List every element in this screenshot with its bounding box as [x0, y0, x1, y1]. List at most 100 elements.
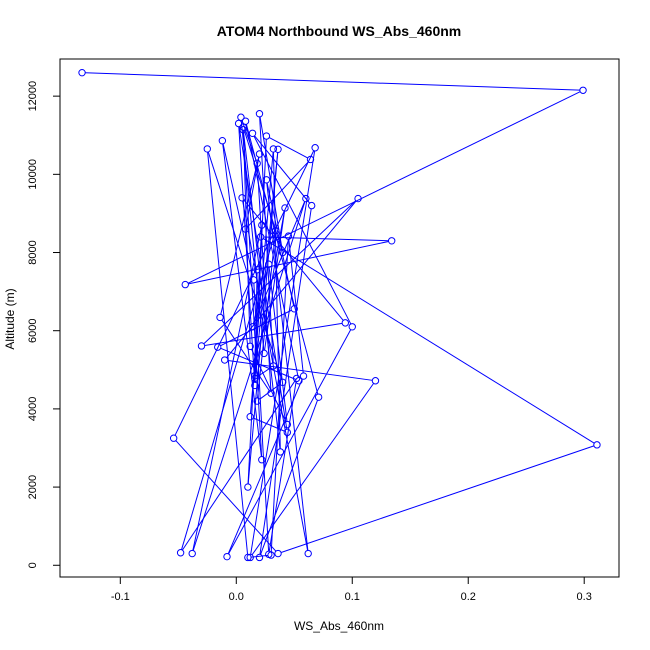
y-axis-label: Altitude (m) — [3, 288, 17, 349]
series-segment — [247, 152, 279, 484]
series-segment — [240, 120, 265, 351]
data-point — [295, 377, 303, 385]
data-point — [274, 549, 282, 558]
data-point — [246, 342, 254, 351]
series-segment — [85, 72, 580, 91]
data-point — [260, 349, 268, 358]
series-segment — [280, 445, 595, 553]
data-point — [371, 377, 380, 385]
series-segment — [269, 137, 308, 159]
series-segment — [181, 380, 296, 551]
data-point — [181, 280, 189, 289]
data-point — [251, 381, 259, 390]
series-segment — [263, 236, 389, 242]
data-point — [278, 378, 287, 387]
data-point — [253, 266, 261, 274]
data-point — [341, 319, 349, 327]
data-point — [248, 129, 257, 137]
data-point — [262, 132, 271, 140]
data-point — [269, 145, 278, 153]
x-axis: -0.1 0.0 0.1 0.2 0.3 — [111, 576, 592, 603]
series-segment — [268, 381, 297, 552]
data-point — [593, 441, 601, 449]
data-point — [214, 343, 222, 351]
data-point — [248, 323, 257, 331]
series-segment — [228, 329, 352, 555]
series-segment — [192, 201, 306, 551]
series-segment — [207, 151, 283, 380]
data-point — [256, 233, 265, 241]
data-point — [251, 371, 259, 380]
series-segment — [254, 135, 311, 204]
series-segment — [188, 240, 389, 285]
data-point — [255, 150, 264, 158]
series-segment — [270, 239, 289, 552]
series-segment — [259, 116, 274, 363]
series-segment — [242, 200, 309, 551]
data-point — [283, 428, 292, 437]
data-point — [314, 393, 323, 401]
data-point — [302, 194, 310, 203]
data-point — [244, 483, 252, 491]
x-axis-label: WS_Abs_460nm — [294, 619, 384, 633]
series-segment — [207, 152, 249, 555]
y-tick-label: 10000 — [27, 159, 39, 190]
data-point — [197, 342, 206, 350]
data-point — [188, 549, 196, 558]
chart-title: ATOM4 Northbound WS_Abs_460nm — [217, 23, 462, 39]
data-point — [307, 201, 316, 210]
data-point — [218, 137, 227, 145]
series-segment — [242, 132, 263, 457]
series-segment — [238, 126, 256, 383]
data-point — [278, 248, 287, 257]
data-point — [238, 194, 246, 202]
x-tick-label: 0.1 — [345, 591, 360, 603]
series-segment — [242, 130, 251, 344]
series-segment — [254, 272, 258, 376]
data-point — [244, 553, 252, 562]
x-tick-label: 0.3 — [577, 591, 592, 603]
data-point — [269, 362, 278, 370]
series-segment — [187, 91, 581, 284]
data-point — [255, 553, 264, 562]
series-segment — [252, 417, 285, 432]
y-axis: 0 2000 4000 6000 8000 10000 12000 — [27, 81, 61, 568]
series-segment — [222, 143, 254, 277]
data-point — [239, 126, 247, 134]
series-segment — [243, 129, 283, 250]
data-point — [239, 123, 247, 131]
series-segment — [257, 367, 272, 378]
data-point — [237, 113, 245, 121]
data-point — [281, 204, 289, 212]
series-segment — [227, 359, 373, 381]
series-segment — [247, 161, 309, 228]
y-tick-label: 0 — [27, 562, 39, 568]
series-segment — [268, 267, 288, 422]
series-segment — [259, 383, 281, 400]
data-point — [304, 549, 312, 558]
series-layer — [78, 68, 601, 562]
data-point — [241, 225, 250, 233]
data-point — [246, 553, 254, 562]
data-point — [258, 456, 266, 464]
series-segment — [263, 238, 595, 444]
data-point — [299, 372, 308, 380]
data-point — [78, 68, 86, 77]
data-point — [284, 232, 293, 240]
data-point — [223, 552, 231, 561]
data-point — [203, 145, 211, 153]
y-tick-label: 12000 — [27, 81, 39, 112]
series-segment — [227, 378, 303, 554]
data-point — [306, 155, 315, 164]
data-point — [258, 221, 266, 229]
series-segment — [259, 116, 283, 250]
series-segment — [192, 228, 262, 551]
series-segment — [251, 349, 287, 422]
data-point — [290, 305, 298, 313]
series-segment — [245, 124, 319, 395]
series-segment — [251, 554, 268, 558]
data-point — [311, 144, 319, 152]
data-point — [253, 159, 261, 168]
